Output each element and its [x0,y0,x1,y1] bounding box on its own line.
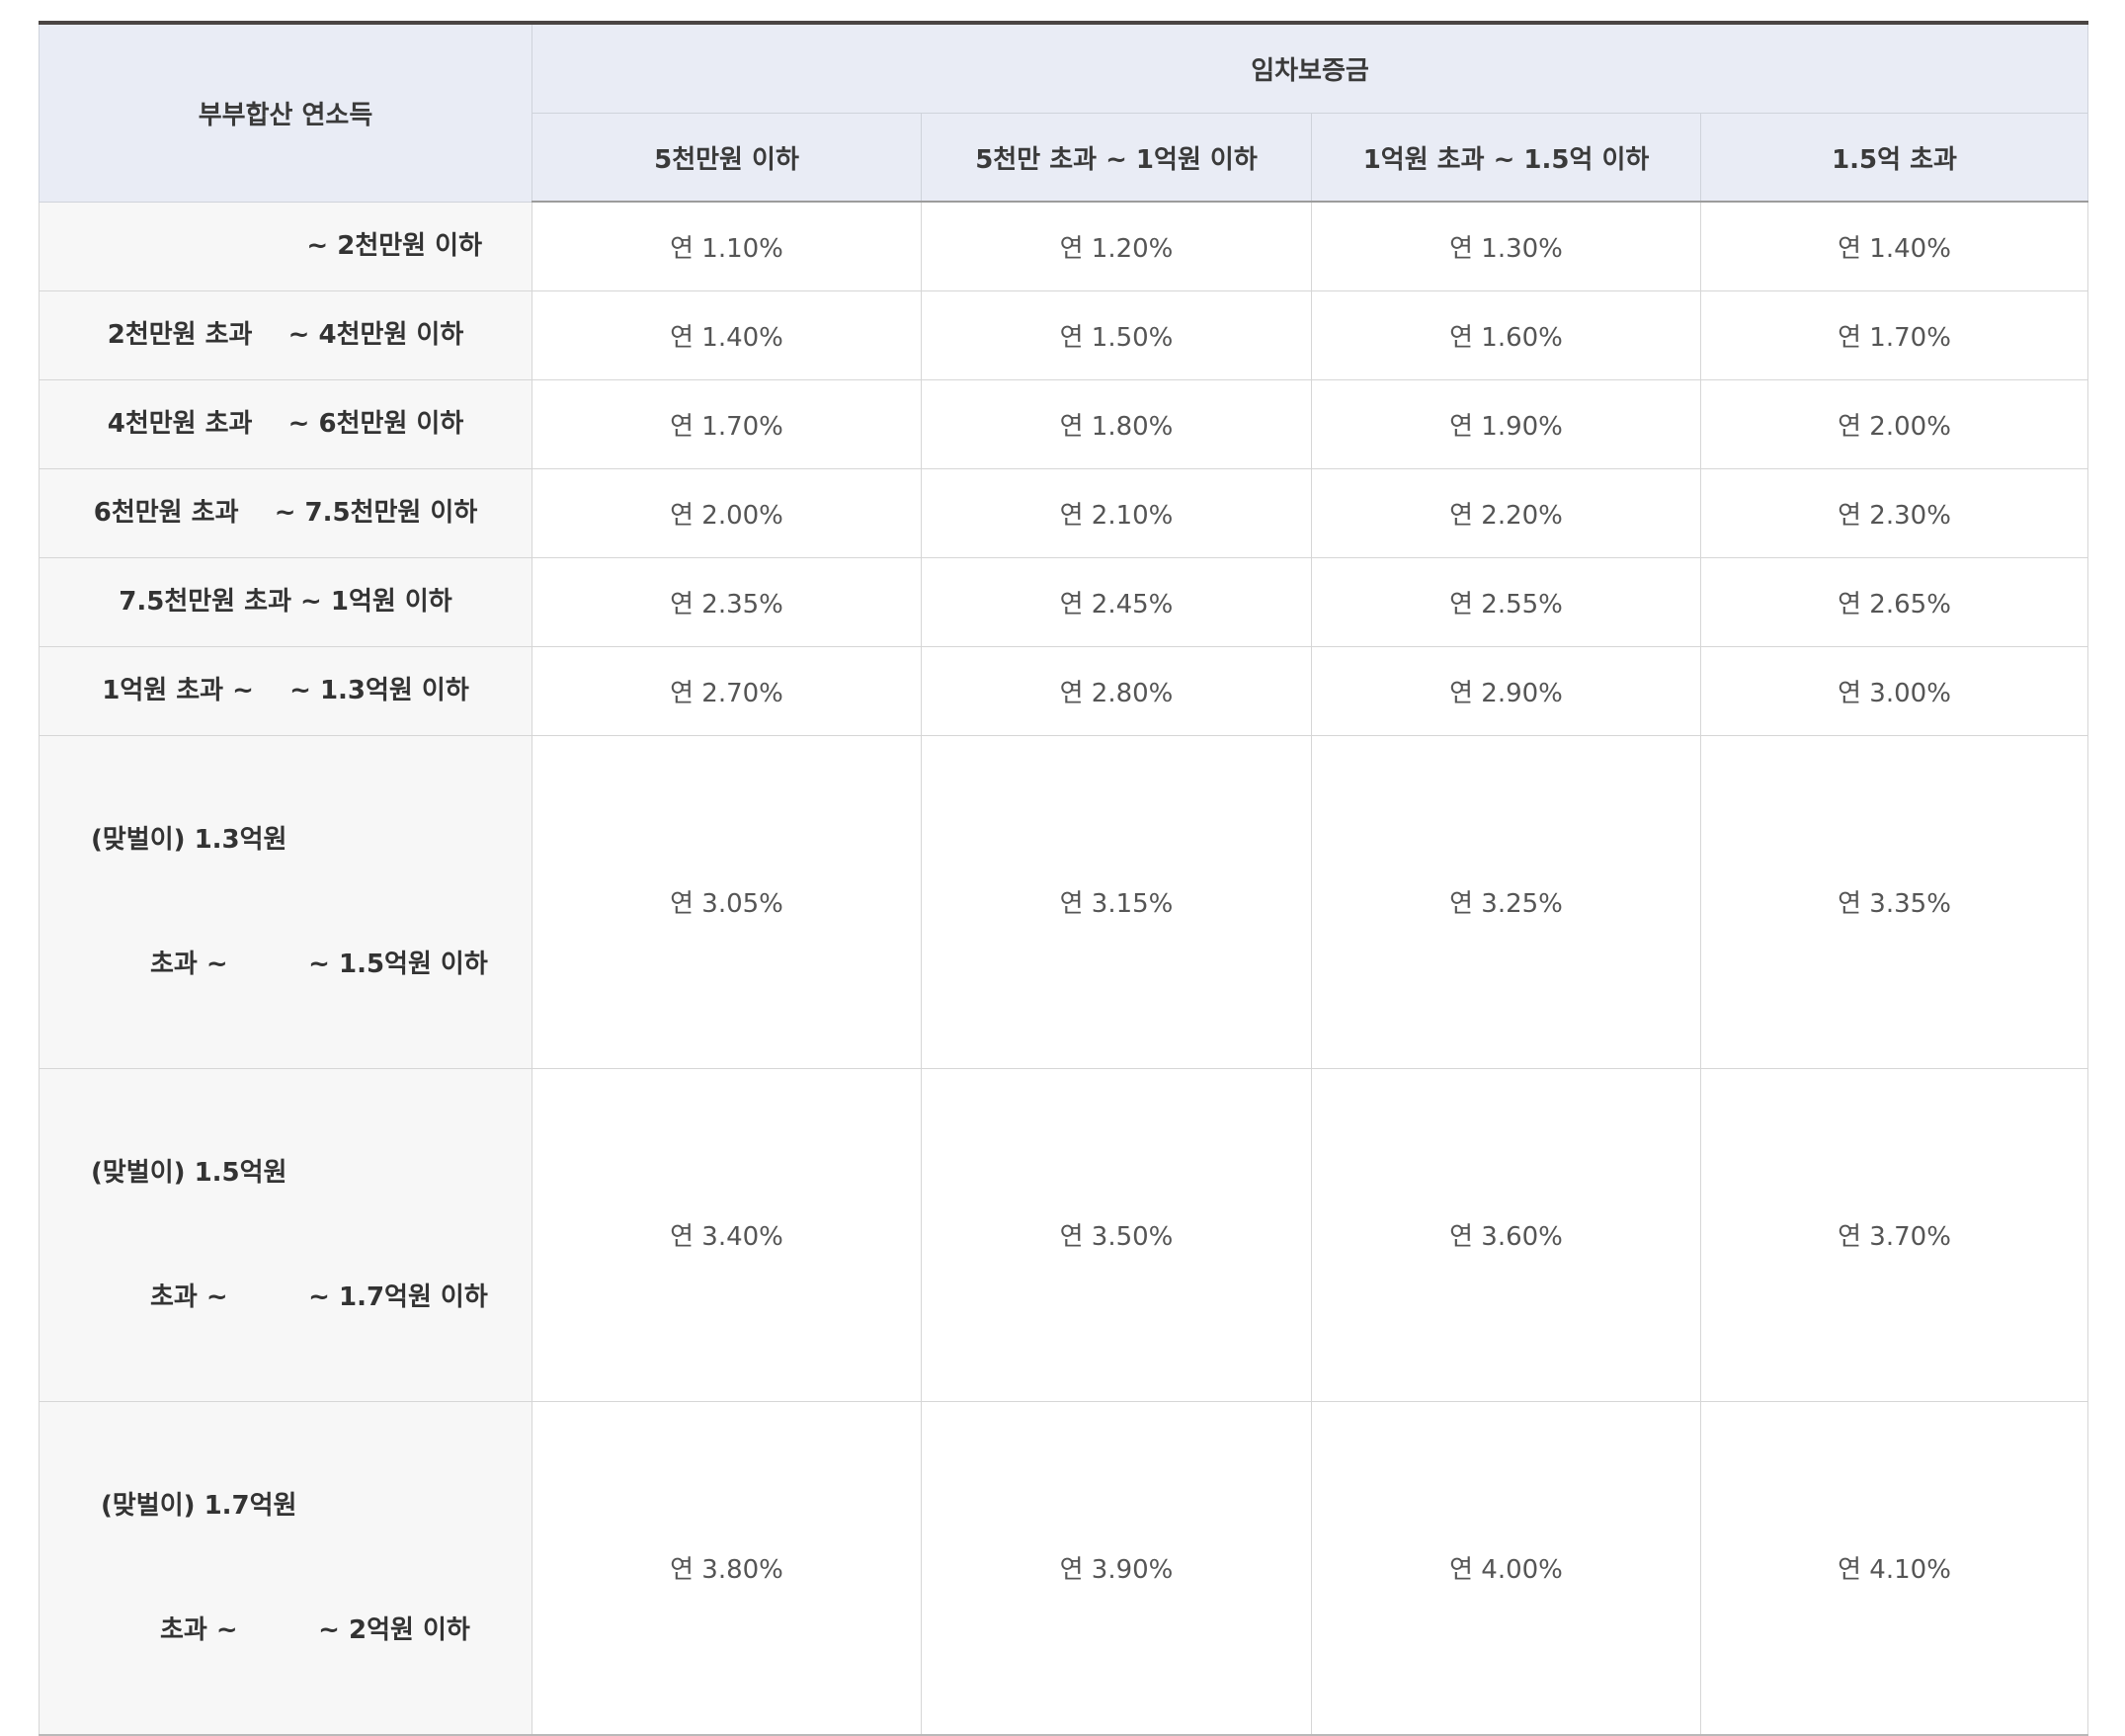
rate-cell: 연 2.00% [1699,378,2089,469]
rate-cell: 연 4.00% [1311,1400,1701,1735]
rate-cell: 연 3.60% [1311,1067,1701,1402]
rate-cell: 연 1.90% [1311,378,1701,469]
rate-cell: 연 1.40% [531,289,922,380]
rate-table-container: 부부합산 연소득 임차보증금 5천만원 이하 5천만 초과 ~ 1억원 이하 1… [39,21,2089,1736]
row-label-line-2: 초과 ~ ~ 1.5억원 이하 [150,949,488,979]
row-label: (맞벌이) 1.5억원 초과 ~ ~ 1.7억원 이하 [39,1067,532,1402]
rate-cell: 연 3.35% [1699,734,2089,1069]
rate-cell: 연 3.00% [1699,645,2089,736]
rate-cell: 연 3.15% [921,734,1312,1069]
table-row: 4천만원 초과 ~ 6천만원 이하 연 1.70% 연 1.80% 연 1.90… [39,378,2089,469]
column-header: 5천만 초과 ~ 1억원 이하 [921,113,1312,203]
rate-cell: 연 3.05% [531,734,922,1069]
row-label-line-2: 초과 ~ ~ 2억원 이하 [160,1614,470,1645]
rate-cell: 연 2.70% [531,645,922,736]
row-label: ~ 2천만원 이하 [39,201,532,291]
table-row: 7.5천만원 초과 ~ 1억원 이하 연 2.35% 연 2.45% 연 2.5… [39,556,2089,647]
rate-cell: 연 1.50% [921,289,1312,380]
row-label: 4천만원 초과 ~ 6천만원 이하 [39,378,532,469]
rate-cell: 연 4.10% [1699,1400,2089,1735]
rate-cell: 연 1.60% [1311,289,1701,380]
rate-cell: 연 2.35% [531,556,922,647]
rate-cell: 연 2.30% [1699,467,2089,558]
row-label-line-2: 초과 ~ ~ 1.7억원 이하 [150,1281,488,1312]
rate-cell: 연 1.20% [921,201,1312,291]
row-label: 6천만원 초과 ~ 7.5천만원 이하 [39,467,532,558]
column-header: 1.5억 초과 [1699,113,2089,203]
rate-cell: 연 2.65% [1699,556,2089,647]
rate-cell: 연 2.55% [1311,556,1701,647]
rate-cell: 연 1.10% [531,201,922,291]
row-label-line-1: (맞벌이) 1.5억원 [91,1157,287,1188]
table-row: 1억원 초과 ~ ~ 1.3억원 이하 연 2.70% 연 2.80% 연 2.… [39,645,2089,736]
rate-cell: 연 3.50% [921,1067,1312,1402]
rate-cell: 연 2.90% [1311,645,1701,736]
row-label-line-1: (맞벌이) 1.7억원 [101,1490,297,1521]
rate-cell: 연 2.45% [921,556,1312,647]
table-row: (맞벌이) 1.5억원 초과 ~ ~ 1.7억원 이하 연 3.40% 연 3.… [39,1067,2089,1402]
rate-cell: 연 2.20% [1311,467,1701,558]
rate-cell: 연 1.70% [1699,289,2089,380]
row-label: 1억원 초과 ~ ~ 1.3억원 이하 [39,645,532,736]
table-row: 2천만원 초과 ~ 4천만원 이하 연 1.40% 연 1.50% 연 1.60… [39,289,2089,380]
rate-cell: 연 3.70% [1699,1067,2089,1402]
rate-cell: 연 1.30% [1311,201,1701,291]
rate-cell: 연 2.10% [921,467,1312,558]
table-row: ~ 2천만원 이하 연 1.10% 연 1.20% 연 1.30% 연 1.40… [39,201,2089,291]
interest-rate-table: 부부합산 연소득 임차보증금 5천만원 이하 5천만 초과 ~ 1억원 이하 1… [39,21,2089,1736]
header-deposit-group: 임차보증금 [531,22,2089,114]
row-label-line-1: (맞벌이) 1.3억원 [91,824,287,855]
rate-cell: 연 1.70% [531,378,922,469]
header-row-1: 부부합산 연소득 임차보증금 [39,22,2089,203]
header-income: 부부합산 연소득 [39,22,532,203]
header-row-2: 5천만원 이하 5천만 초과 ~ 1억원 이하 1억원 초과 ~ 1.5억 이하… [40,113,2089,203]
rate-cell: 연 2.00% [531,467,922,558]
table-row: 6천만원 초과 ~ 7.5천만원 이하 연 2.00% 연 2.10% 연 2.… [39,467,2089,558]
table-row: (맞벌이) 1.7억원 초과 ~ ~ 2억원 이하 연 3.80% 연 3.90… [39,1400,2089,1735]
rate-cell: 연 1.40% [1699,201,2089,291]
rate-cell: 연 3.40% [531,1067,922,1402]
rate-cell: 연 3.80% [531,1400,922,1735]
rate-cell: 연 3.25% [1311,734,1701,1069]
column-header: 1억원 초과 ~ 1.5억 이하 [1311,113,1701,203]
column-header: 5천만원 이하 [531,113,922,203]
row-label: (맞벌이) 1.3억원 초과 ~ ~ 1.5억원 이하 [39,734,532,1069]
rate-cell: 연 3.90% [921,1400,1312,1735]
rate-cell: 연 2.80% [921,645,1312,736]
row-label: 2천만원 초과 ~ 4천만원 이하 [39,289,532,380]
row-label: 7.5천만원 초과 ~ 1억원 이하 [39,556,532,647]
rate-cell: 연 1.80% [921,378,1312,469]
table-row: (맞벌이) 1.3억원 초과 ~ ~ 1.5억원 이하 연 3.05% 연 3.… [39,734,2089,1069]
row-label: (맞벌이) 1.7억원 초과 ~ ~ 2억원 이하 [39,1400,532,1735]
